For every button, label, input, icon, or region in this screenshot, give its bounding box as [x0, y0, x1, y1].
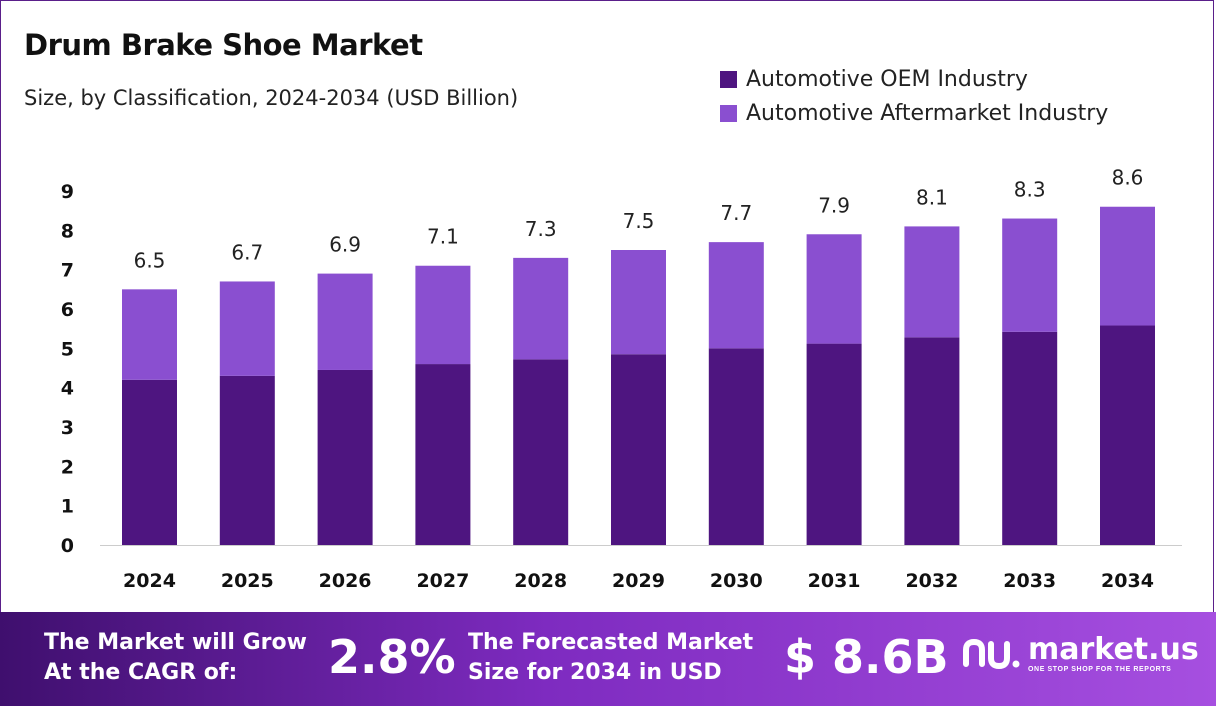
y-tick-label: 1: [61, 496, 74, 518]
x-tick-label: 2025: [221, 570, 274, 592]
brand-logo: market.us ONE STOP SHOP FOR THE REPORTS: [962, 634, 1199, 674]
y-tick-label: 8: [61, 220, 74, 242]
cagr-value: 2.8%: [328, 630, 456, 684]
bar-total-label: 7.7: [720, 201, 752, 225]
bar-aftermarket: [708, 242, 764, 349]
x-tick-label: 2028: [514, 570, 567, 592]
bar-oem: [513, 359, 569, 545]
bar-aftermarket: [904, 226, 960, 338]
bar-oem: [219, 375, 275, 545]
x-tick-label: 2029: [612, 570, 665, 592]
bar-total-label: 6.7: [231, 240, 263, 264]
y-tick-label: 6: [61, 299, 74, 321]
bar-aftermarket: [1002, 218, 1058, 332]
bar-chart: 0 1 2 3 4 5 6 7 8 9 6.5 2024 6.7 2025 6.9 2026 7.1 2027 7.…: [61, 166, 1182, 592]
bar-aftermarket: [513, 257, 569, 360]
bar-oem: [904, 337, 960, 545]
bar-total-label: 8.6: [1112, 166, 1144, 190]
bar-aftermarket: [806, 234, 862, 344]
chart-title: Drum Brake Shoe Market: [24, 28, 423, 62]
bar-aftermarket: [219, 281, 275, 376]
forecast-value: $ 8.6B: [784, 630, 949, 684]
bar-oem: [611, 354, 666, 545]
cagr-label-line2: At the CAGR of:: [44, 660, 238, 685]
x-tick-label: 2030: [710, 570, 763, 592]
legend-swatch-oem: [720, 70, 737, 88]
y-tick-label: 9: [61, 181, 74, 203]
bar-total-label: 8.1: [916, 185, 948, 209]
legend-item-oem: Automotive OEM Industry: [720, 62, 1108, 96]
bar-aftermarket: [611, 250, 666, 355]
y-tick-label: 5: [61, 338, 74, 360]
y-tick-label: 0: [61, 535, 74, 557]
x-tick-label: 2032: [905, 570, 958, 592]
y-tick-label: 4: [61, 378, 74, 400]
bar-total-label: 6.9: [329, 233, 361, 257]
chart-subtitle: Size, by Classification, 2024-2034 (USD …: [24, 86, 519, 110]
x-tick-label: 2024: [123, 570, 176, 592]
legend-label-aftermarket: Automotive Aftermarket Industry: [746, 100, 1109, 126]
bar-oem: [1002, 331, 1058, 545]
cagr-label: The Market will Grow At the CAGR of:: [44, 628, 307, 688]
bar-total-label: 7.1: [427, 225, 459, 249]
footer-banner: The Market will Grow At the CAGR of: 2.8…: [0, 612, 1216, 706]
y-tick-label: 7: [61, 260, 74, 282]
brand-text: market.us ONE STOP SHOP FOR THE REPORTS: [1028, 632, 1199, 674]
bar-total-label: 7.5: [623, 209, 655, 233]
x-tick-label: 2027: [416, 570, 469, 592]
x-tick-label: 2026: [319, 570, 372, 592]
brand-tagline: ONE STOP SHOP FOR THE REPORTS: [1028, 666, 1172, 673]
bar-oem: [806, 343, 862, 545]
forecast-label: The Forecasted Market Size for 2034 in U…: [468, 628, 753, 688]
bar-oem: [415, 364, 471, 545]
bar-oem: [122, 379, 177, 545]
legend-swatch-aftermarket: [720, 104, 737, 122]
legend-label-oem: Automotive OEM Industry: [746, 66, 1028, 92]
legend-item-aftermarket: Automotive Aftermarket Industry: [720, 96, 1108, 130]
chart-legend: Automotive OEM Industry Automotive After…: [720, 62, 1108, 130]
market-us-logo-icon: [963, 638, 1020, 670]
bar-aftermarket: [317, 273, 373, 370]
x-tick-label: 2033: [1003, 570, 1056, 592]
bar-oem: [317, 369, 373, 545]
bar-aftermarket: [1100, 206, 1155, 326]
bar-total-label: 6.5: [134, 248, 166, 272]
bar-aftermarket: [122, 289, 177, 380]
brand-name: market.us: [1028, 632, 1199, 667]
y-tick-label: 2: [61, 456, 74, 478]
forecast-label-line1: The Forecasted Market: [468, 630, 754, 655]
bar-oem: [1100, 325, 1155, 545]
cagr-label-line1: The Market will Grow: [44, 630, 307, 655]
bar-aftermarket: [415, 265, 471, 365]
bar-total-label: 7.9: [818, 193, 850, 217]
x-tick-label: 2031: [808, 570, 861, 592]
forecast-label-line2: Size for 2034 in USD: [468, 660, 722, 685]
bar-oem: [708, 348, 764, 545]
x-tick-label: 2034: [1101, 570, 1154, 592]
y-tick-label: 3: [61, 417, 74, 439]
bar-total-label: 8.3: [1014, 178, 1046, 202]
bar-total-label: 7.3: [525, 217, 557, 241]
